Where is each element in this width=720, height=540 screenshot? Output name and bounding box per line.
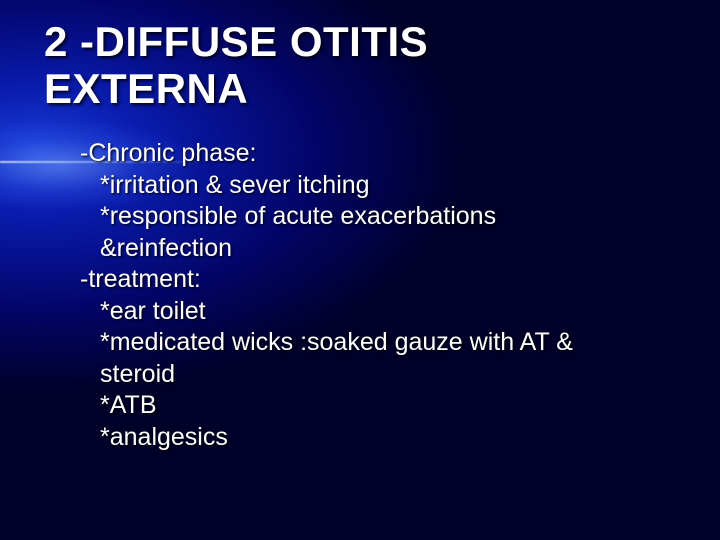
body-line: *analgesics [80,422,690,454]
body-line: *responsible of acute exacerbations [80,201,690,233]
body-line: *irritation & sever itching [80,170,690,202]
body-line: *ear toilet [80,296,690,328]
title-line-1: 2 -DIFFUSE OTITIS [44,18,428,65]
body-line: *ATB [80,390,690,422]
body-line: steroid [80,359,690,391]
body-line: -Chronic phase: [80,138,690,170]
body-line: -treatment: [80,264,690,296]
slide-body: -Chronic phase:*irritation & sever itchi… [44,138,690,453]
slide-title: 2 -DIFFUSE OTITIS EXTERNA [44,18,690,112]
body-line: *medicated wicks :soaked gauze with AT & [80,327,690,359]
title-line-2: EXTERNA [44,65,248,112]
body-line: &reinfection [80,233,690,265]
slide-container: 2 -DIFFUSE OTITIS EXTERNA -Chronic phase… [0,0,720,540]
